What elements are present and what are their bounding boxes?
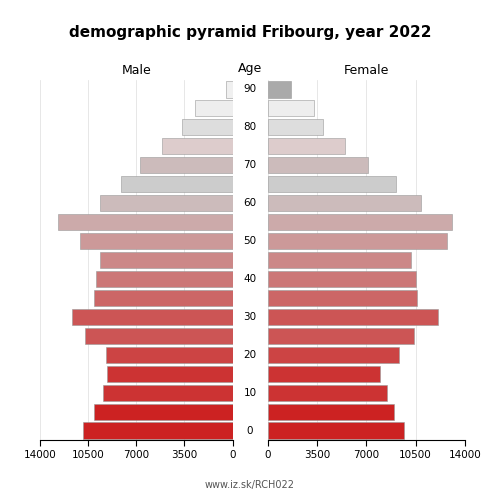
Bar: [58, 214, 233, 230]
Bar: [268, 252, 412, 268]
Bar: [108, 366, 232, 382]
Bar: [96, 271, 232, 287]
Bar: [268, 384, 388, 400]
Text: 20: 20: [244, 350, 256, 360]
Bar: [86, 328, 233, 344]
Bar: [268, 138, 345, 154]
Bar: [94, 290, 232, 306]
Bar: [80, 233, 233, 249]
Bar: [196, 100, 232, 116]
Bar: [100, 195, 232, 211]
Text: 90: 90: [244, 84, 256, 94]
Text: 30: 30: [244, 312, 256, 322]
Text: demographic pyramid Fribourg, year 2022: demographic pyramid Fribourg, year 2022: [69, 25, 431, 40]
Bar: [268, 366, 380, 382]
Bar: [268, 404, 394, 419]
Text: 10: 10: [244, 388, 256, 398]
Bar: [268, 195, 422, 211]
Bar: [268, 328, 414, 344]
Title: Female: Female: [344, 64, 389, 78]
Text: 40: 40: [244, 274, 256, 284]
Bar: [268, 309, 438, 325]
Bar: [268, 100, 314, 116]
Bar: [268, 157, 368, 174]
Bar: [106, 346, 232, 363]
Bar: [226, 82, 232, 98]
Bar: [268, 233, 446, 249]
Bar: [100, 252, 232, 268]
Text: 80: 80: [244, 122, 256, 132]
Bar: [268, 120, 322, 136]
Bar: [268, 346, 398, 363]
Bar: [94, 404, 232, 419]
Bar: [268, 214, 452, 230]
Text: 70: 70: [244, 160, 256, 170]
Bar: [121, 176, 232, 192]
Text: www.iz.sk/RCH022: www.iz.sk/RCH022: [205, 480, 295, 490]
Bar: [140, 157, 232, 174]
Bar: [103, 384, 232, 400]
Bar: [268, 271, 416, 287]
Bar: [162, 138, 232, 154]
Bar: [268, 422, 404, 438]
Text: 60: 60: [244, 198, 256, 208]
Bar: [268, 290, 417, 306]
Text: 0: 0: [247, 426, 254, 436]
Bar: [72, 309, 233, 325]
Bar: [268, 82, 291, 98]
Bar: [268, 176, 396, 192]
Bar: [182, 120, 232, 136]
Text: 50: 50: [244, 236, 256, 246]
Title: Male: Male: [122, 64, 151, 78]
Text: Age: Age: [238, 62, 262, 75]
Bar: [82, 422, 233, 438]
